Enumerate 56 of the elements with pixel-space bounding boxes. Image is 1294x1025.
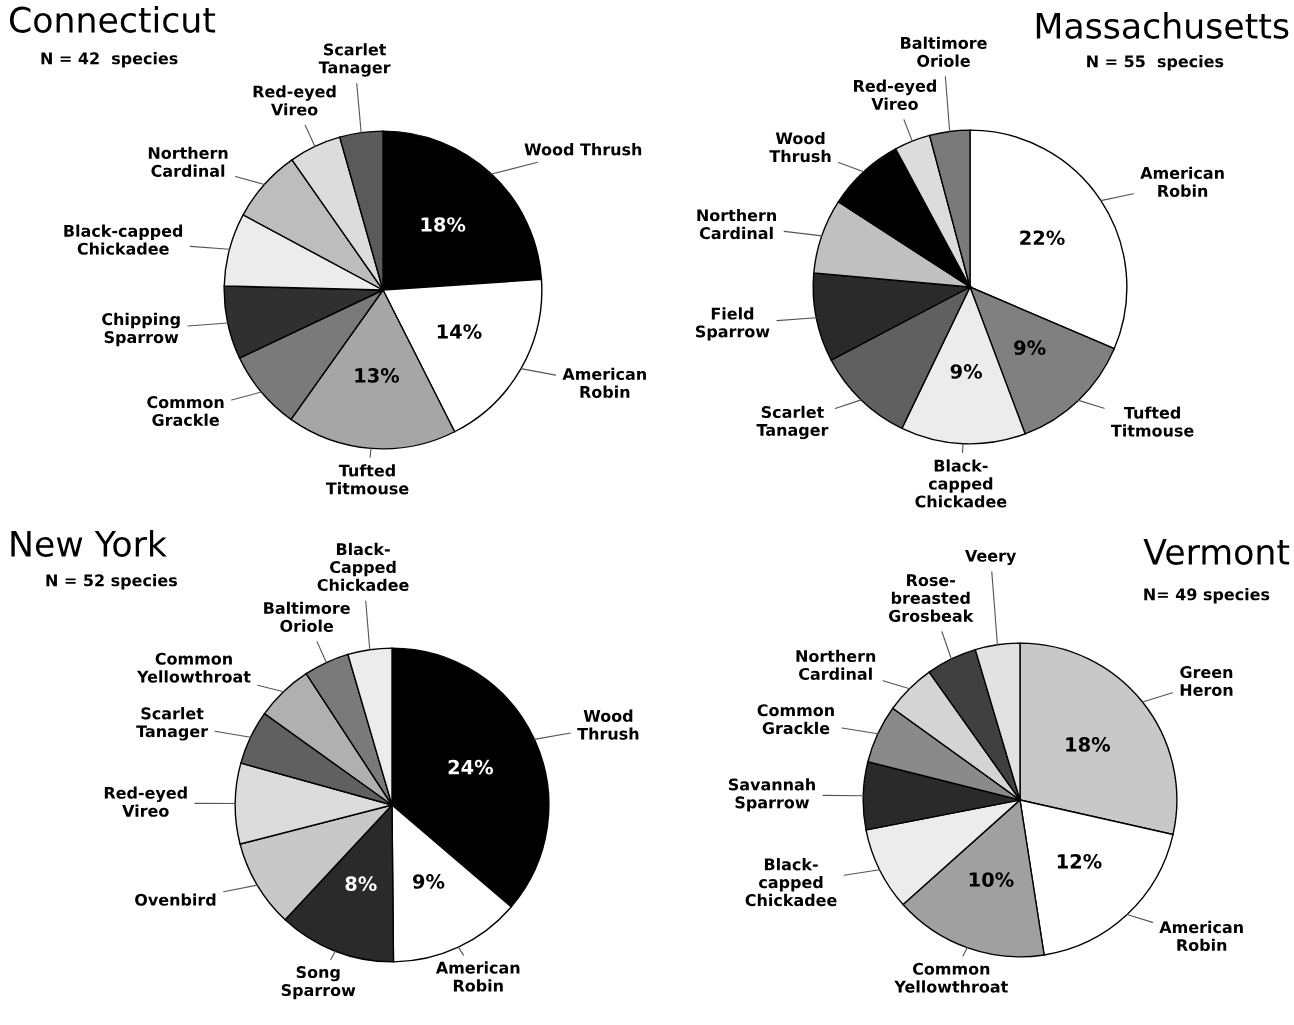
slice-label: Field Sparrow xyxy=(695,307,770,341)
slice-label: Scarlet Tanager xyxy=(318,43,391,77)
data-label: 9% xyxy=(1014,340,1046,355)
slice-label: Common Grackle xyxy=(147,396,224,427)
slice-label: American Robin xyxy=(435,961,520,992)
slice-label: Wood Thrush xyxy=(769,131,831,163)
chart-title: Vermont xyxy=(1143,539,1290,565)
text: N = 52 species xyxy=(46,574,177,590)
slice-label: Ovenbird xyxy=(135,893,216,906)
slice-label: Red-eyed Vireo xyxy=(253,85,336,116)
slice-label: Common Grackle xyxy=(757,704,834,735)
data-label: 18% xyxy=(421,217,466,232)
slice-label: Black-capped Chickadee xyxy=(64,224,183,255)
slice-label: Tufted Titmouse xyxy=(325,464,409,495)
data-label: 10% xyxy=(969,872,1014,887)
slice-label: Baltimore Oriole xyxy=(264,601,350,632)
data-label: 22% xyxy=(1020,230,1065,246)
slice-label: Wood Thrush xyxy=(524,143,642,156)
chart-title: Massachusetts xyxy=(1036,12,1289,39)
data-label: 9% xyxy=(412,874,445,889)
slice-label: Veery xyxy=(965,549,1017,565)
chart-title: Connecticut xyxy=(9,6,216,33)
slice-label: American Robin xyxy=(1159,920,1243,952)
slice-label: Northern Cardinal xyxy=(697,208,776,240)
slice-label: Savannah Sparrow xyxy=(728,778,815,812)
slice-label: Scarlet Tanager xyxy=(136,707,208,741)
slice-label: Common Yellowthroat xyxy=(894,962,1008,993)
data-label: 9% xyxy=(950,364,983,379)
slice-label: Scarlet Tanager xyxy=(756,405,829,440)
slice-label: Chipping Sparrow xyxy=(102,312,180,347)
slice-label: Black- capped Chickadee xyxy=(915,459,1007,508)
slice-label: Red-eyed Vireo xyxy=(104,786,187,817)
slice-label: Black- Capped Chickadee xyxy=(317,542,409,591)
data-label: 13% xyxy=(355,368,400,383)
chart-title: New York xyxy=(11,530,167,557)
slice-label: Common Yellowthroat xyxy=(136,652,251,683)
slice-label: Northern Cardinal xyxy=(796,649,876,680)
slice-label: Northern Cardinal xyxy=(148,146,228,177)
data-label: 24% xyxy=(448,759,494,775)
slice-label: Black- capped Chickadee xyxy=(745,858,837,907)
slice-label: American Robin xyxy=(1140,166,1224,197)
text: N = 55 species xyxy=(1087,55,1224,71)
text: N = 42 species xyxy=(41,52,178,68)
data-label: 8% xyxy=(345,876,377,892)
data-label: 14% xyxy=(437,324,482,339)
slice-label: Song Sparrow xyxy=(281,966,356,1000)
text: N= 49 species xyxy=(1144,588,1270,604)
slice-label: American Robin xyxy=(562,367,646,398)
data-label: 18% xyxy=(1066,737,1111,752)
slice-label: Tufted Titmouse xyxy=(1111,406,1194,437)
slice-label: Green Heron xyxy=(1180,666,1233,697)
slice-label: Baltimore Oriole xyxy=(901,36,987,67)
data-label: 12% xyxy=(1057,853,1102,869)
slice-label: Rose- breasted Grosbeak xyxy=(888,574,974,622)
slice-label: Wood Thrush xyxy=(577,709,639,740)
slice-label: Red-eyed Vireo xyxy=(854,79,936,110)
